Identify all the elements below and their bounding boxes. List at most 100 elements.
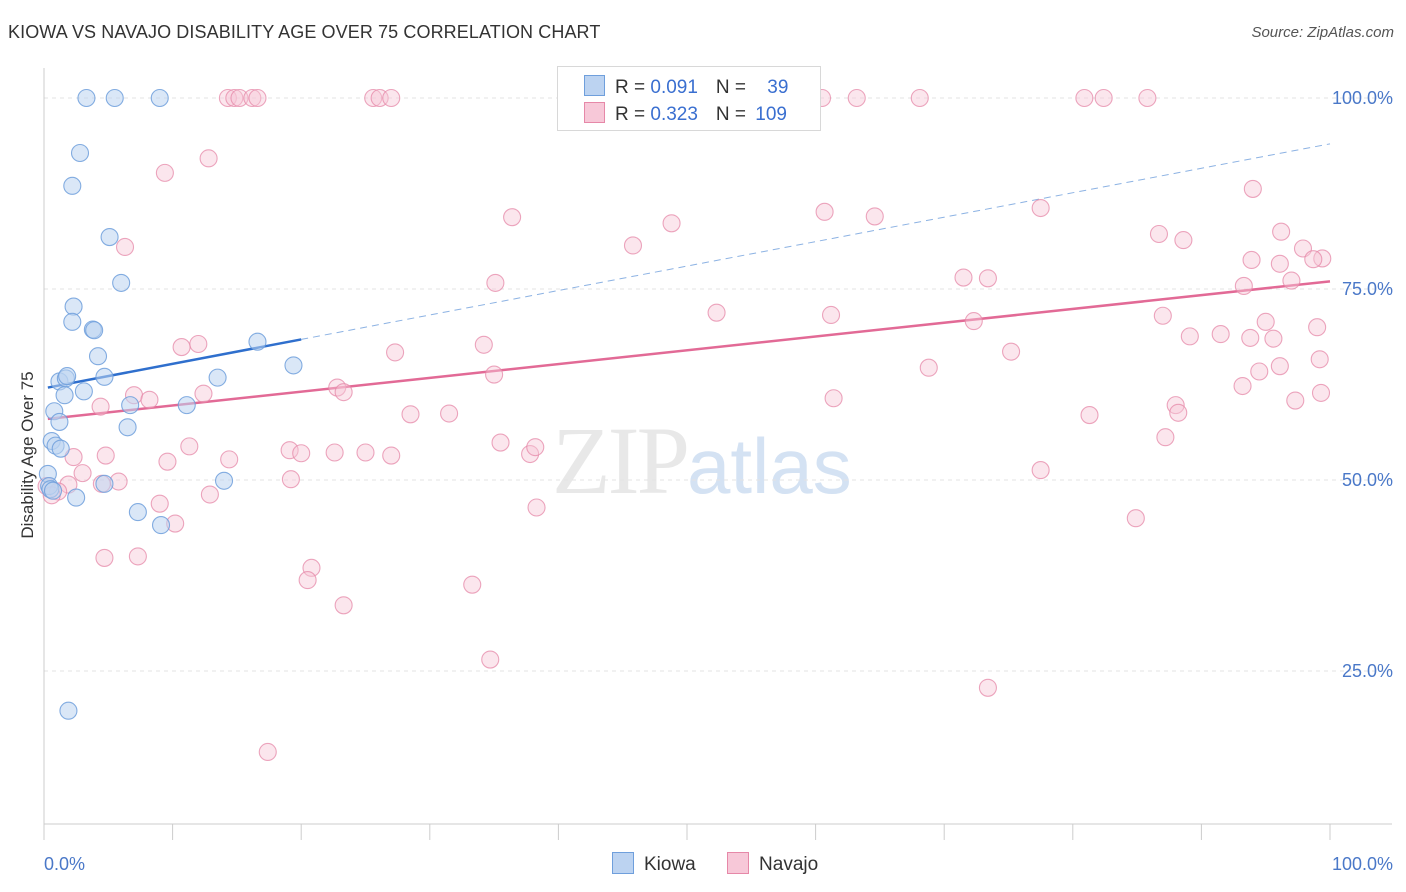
navajo-point — [847, 88, 866, 108]
kiowa-r-label: R = — [615, 77, 651, 98]
kiowa-legend-label: Kiowa — [644, 854, 696, 875]
navajo-legend-swatch — [727, 852, 750, 874]
y-tick-label-25: 25.0% — [1342, 661, 1393, 681]
kiowa-point — [105, 88, 124, 108]
kiowa-points — [38, 88, 303, 720]
navajo-point — [707, 303, 726, 322]
navajo-r-value: 0.323 — [650, 104, 698, 125]
navajo-point — [158, 452, 177, 471]
navajo-point — [1243, 179, 1262, 198]
navajo-point — [485, 365, 504, 384]
navajo-point — [356, 443, 375, 462]
navajo-n-value: 109 — [755, 104, 787, 125]
navajo-legend-label: Navajo — [759, 854, 819, 875]
kiowa-point — [177, 396, 196, 415]
kiowa-point — [85, 321, 104, 340]
legend-item-kiowa[interactable]: Kiowa — [612, 852, 696, 876]
navajo-point — [1250, 362, 1269, 381]
navajo-point — [1156, 428, 1175, 447]
navajo-point — [486, 273, 505, 292]
navajo-point — [115, 237, 135, 257]
navajo-point — [1174, 231, 1193, 250]
navajo-point — [954, 268, 973, 287]
navajo-point — [815, 202, 834, 221]
axis-labels: 25.0% 50.0% 75.0% 100.0% 0.0% 100.0% Disabilit… — [18, 88, 1393, 874]
navajo-point — [1149, 224, 1169, 244]
kiowa-point — [248, 332, 267, 351]
navajo-point — [150, 494, 169, 513]
navajo-point — [1308, 318, 1327, 337]
grid-lines — [44, 97, 1392, 672]
kiowa-point — [151, 516, 171, 535]
navajo-point — [155, 163, 174, 182]
kiowa-point — [95, 367, 114, 386]
kiowa-point — [112, 273, 131, 292]
legend-row-kiowa: R = 0.091 N = 39 — [584, 75, 788, 101]
navajo-point — [298, 571, 317, 590]
navajo-point — [1080, 406, 1099, 425]
kiowa-point — [64, 297, 83, 316]
navajo-swatch — [584, 102, 605, 123]
correlation-legend: R = 0.091 N = 39 R = 0.323 N = 109 — [557, 66, 821, 131]
series-legend: Kiowa Navajo — [612, 852, 844, 876]
axes — [43, 68, 1392, 840]
navajo-point — [243, 88, 262, 108]
navajo-point — [382, 88, 401, 108]
legend-item-navajo[interactable]: Navajo — [727, 852, 818, 876]
navajo-point — [1264, 329, 1283, 348]
navajo-point — [248, 88, 267, 108]
navajo-point — [199, 149, 218, 168]
legend-row-navajo: R = 0.323 N = 109 — [584, 102, 787, 128]
kiowa-point — [74, 382, 93, 401]
navajo-point — [96, 446, 115, 465]
navajo-point — [95, 548, 114, 567]
navajo-point — [258, 742, 277, 762]
kiowa-swatch — [584, 75, 605, 96]
kiowa-point — [77, 88, 96, 108]
navajo-point — [220, 450, 239, 469]
navajo-point — [662, 214, 681, 233]
navajo-trend-line — [47, 280, 1331, 421]
navajo-point — [200, 485, 219, 504]
navajo-point — [1270, 357, 1289, 376]
watermark-zip: ZIP — [552, 407, 690, 514]
navajo-point — [334, 383, 353, 402]
navajo-point — [1002, 342, 1021, 361]
navajo-point — [91, 397, 110, 416]
kiowa-point — [51, 439, 70, 458]
kiowa-point — [50, 412, 69, 431]
kiowa-point — [150, 88, 169, 108]
navajo-point — [1242, 250, 1261, 270]
navajo-point — [481, 650, 500, 669]
navajo-point — [503, 208, 522, 227]
navajo-point — [440, 404, 459, 423]
navajo-point — [1310, 350, 1329, 369]
navajo-point — [140, 390, 159, 409]
navajo-point — [281, 470, 300, 489]
y-tick-label-75: 75.0% — [1342, 279, 1393, 299]
navajo-point — [225, 88, 244, 108]
kiowa-r-value: 0.091 — [650, 77, 698, 98]
watermark-atlas: atlas — [687, 422, 852, 510]
kiowa-point — [67, 488, 86, 507]
navajo-point — [526, 438, 545, 457]
trend-lines — [47, 143, 1331, 421]
kiowa-n-label: N = — [715, 77, 752, 98]
y-axis-title: Disability Age Over 75 — [18, 371, 37, 538]
kiowa-point — [214, 471, 234, 490]
navajo-point — [824, 389, 843, 408]
navajo-point — [463, 575, 482, 594]
kiowa-point — [88, 347, 108, 366]
kiowa-point — [284, 356, 303, 375]
navajo-r-label: R = — [615, 104, 651, 125]
kiowa-point — [118, 418, 137, 437]
y-tick-label-100: 100.0% — [1332, 88, 1393, 108]
navajo-point — [364, 88, 383, 108]
kiowa-n-value: 39 — [767, 77, 789, 98]
navajo-point — [1311, 383, 1331, 402]
navajo-point — [978, 269, 997, 288]
chart-title: KIOWA VS NAVAJO DISABILITY AGE OVER 75 C… — [8, 22, 601, 42]
navajo-point — [1180, 327, 1199, 346]
navajo-point — [1270, 254, 1289, 273]
navajo-point — [334, 596, 353, 615]
